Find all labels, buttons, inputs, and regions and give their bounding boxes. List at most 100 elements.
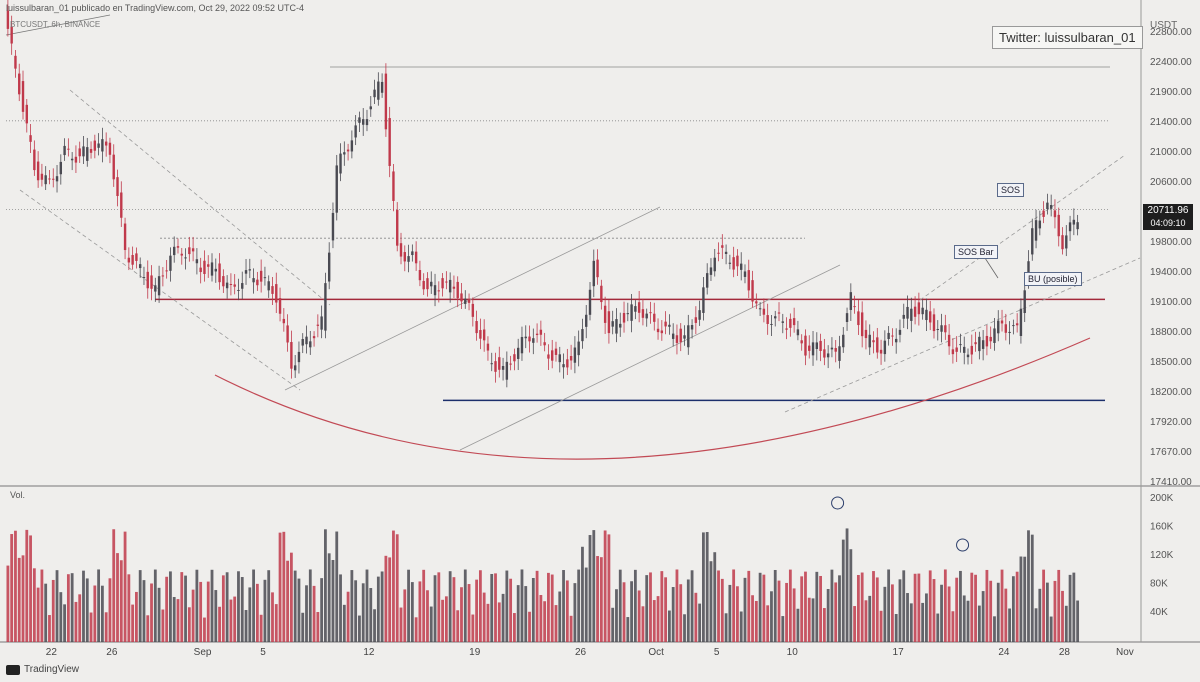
candle-body — [917, 302, 921, 315]
volume-bar — [736, 586, 739, 642]
candle-body — [225, 282, 229, 289]
volume-bar — [879, 610, 883, 642]
candle-body — [823, 349, 826, 358]
volume-bar — [17, 557, 21, 642]
candle-body — [184, 257, 187, 259]
candle-body — [774, 316, 777, 319]
time-tick-label: 26 — [575, 647, 587, 658]
candle-body — [48, 178, 51, 180]
volume-bar — [887, 569, 891, 642]
candle-body — [479, 330, 482, 339]
volume-bar — [339, 574, 342, 642]
candle-body — [97, 143, 100, 148]
candle-body — [883, 340, 887, 355]
candle-body — [978, 336, 981, 352]
candle-body — [513, 354, 516, 362]
volume-bar — [981, 591, 985, 642]
volume-bar — [751, 595, 754, 642]
volume-bar — [898, 579, 902, 642]
volume-bar — [989, 580, 993, 642]
volume-bar — [1072, 572, 1076, 642]
volume-tick-label: 120K — [1150, 550, 1174, 561]
candle-body — [596, 259, 599, 278]
candle-body — [259, 270, 263, 282]
candle-body — [123, 223, 127, 251]
volume-bar — [100, 585, 104, 642]
candle-body — [528, 336, 531, 342]
candle-body — [89, 148, 93, 153]
candle-body — [532, 338, 535, 343]
candle-body — [490, 363, 493, 365]
candle-body — [845, 313, 849, 322]
candle-body — [180, 253, 183, 256]
volume-bar — [74, 601, 78, 642]
volume-bar — [815, 571, 819, 642]
candle-body — [191, 248, 195, 252]
candle-body — [380, 81, 384, 93]
volume-bar — [860, 572, 864, 642]
volume-bar — [278, 532, 282, 642]
volume-bar — [119, 560, 123, 642]
price-tick-label: 21400.00 — [1150, 117, 1192, 128]
candle-body — [222, 276, 225, 287]
candle-body — [108, 142, 112, 155]
volume-bar — [940, 584, 943, 642]
candle-body — [853, 306, 856, 308]
volume-bar — [633, 569, 637, 642]
candle-body — [346, 149, 350, 152]
bar-countdown: 04:09:10 — [1150, 218, 1186, 228]
volume-bar — [463, 569, 467, 642]
candle-body — [120, 192, 123, 218]
candle-body — [830, 347, 834, 350]
candle-body — [944, 325, 947, 333]
candle-body — [176, 246, 180, 248]
candle-body — [116, 177, 119, 197]
candle-body — [940, 325, 943, 332]
candle-body — [241, 283, 244, 289]
volume-bar — [199, 581, 203, 642]
candle-body — [365, 119, 369, 126]
candle-body — [1057, 214, 1060, 237]
volume-bar — [943, 569, 947, 642]
candle-body — [963, 346, 966, 353]
candle-body — [615, 319, 618, 334]
volume-bar — [63, 604, 66, 642]
candle-body — [664, 321, 667, 327]
candle-body — [762, 308, 766, 315]
candle-body — [437, 290, 441, 292]
volume-bar — [267, 570, 271, 642]
candle-body — [876, 337, 879, 353]
volume-bar — [875, 577, 879, 642]
volume-bar — [679, 584, 683, 642]
volume-bar — [1011, 576, 1015, 642]
volume-bar — [951, 611, 955, 642]
candle-body — [611, 321, 614, 327]
volume-bar — [739, 611, 743, 642]
volume-bar — [244, 610, 248, 642]
volume-bar — [229, 599, 233, 642]
candle-body — [271, 286, 274, 294]
volume-bar — [123, 531, 127, 642]
candle-body — [781, 321, 784, 323]
volume-bar — [104, 612, 108, 642]
candle-body — [641, 309, 645, 318]
volume-bar — [921, 602, 925, 642]
volume-bar — [1038, 588, 1042, 642]
candle-body — [668, 324, 671, 327]
time-tick-label: 17 — [893, 647, 905, 658]
candle-body — [985, 335, 989, 347]
volume-bar — [906, 593, 909, 642]
candle-body — [275, 284, 278, 303]
candle-body — [327, 252, 331, 282]
volume-bar — [811, 598, 815, 642]
volume-bar — [804, 571, 807, 642]
candle-body — [524, 336, 527, 339]
volume-bar — [913, 573, 917, 642]
candle-body — [766, 315, 769, 324]
candle-body — [792, 318, 796, 326]
candle-body — [165, 270, 168, 272]
candle-body — [471, 303, 475, 317]
volume-bar — [482, 592, 486, 642]
time-tick-label: Sep — [194, 647, 212, 658]
